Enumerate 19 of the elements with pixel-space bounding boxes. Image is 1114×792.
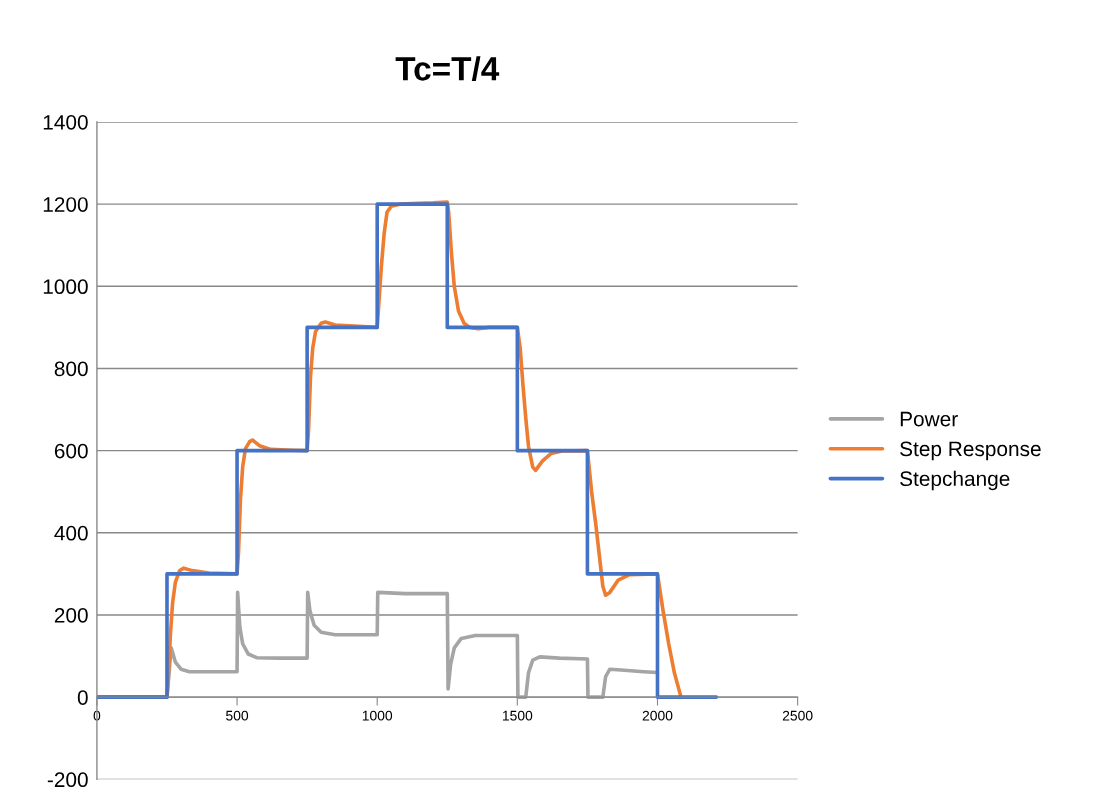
y-tick-label: 400 [54, 525, 88, 541]
y-tick-label: 1000 [43, 279, 88, 295]
legend-label: Step Response [900, 441, 1041, 461]
chart-title: Tc=T/4 [395, 56, 500, 81]
y-tick-label: 800 [54, 361, 88, 377]
x-tick-label: 0 [93, 710, 101, 721]
y-tick-label: 0 [77, 690, 88, 705]
x-tick-label: 1500 [502, 710, 533, 721]
y-tick-label: 600 [54, 443, 88, 459]
x-tick-label: 500 [226, 710, 249, 721]
y-tick-label: 200 [54, 607, 88, 623]
legend-label: Power [900, 411, 958, 427]
x-tick-label: 1000 [362, 710, 393, 721]
legend-label: Stepchange [900, 470, 1010, 491]
x-tick-label: 2500 [782, 710, 813, 721]
y-tick-label: 1400 [43, 114, 88, 130]
y-tick-label: 1200 [43, 197, 88, 212]
x-tick-label: 2000 [642, 710, 673, 721]
y-tick-label: -200 [47, 772, 88, 788]
